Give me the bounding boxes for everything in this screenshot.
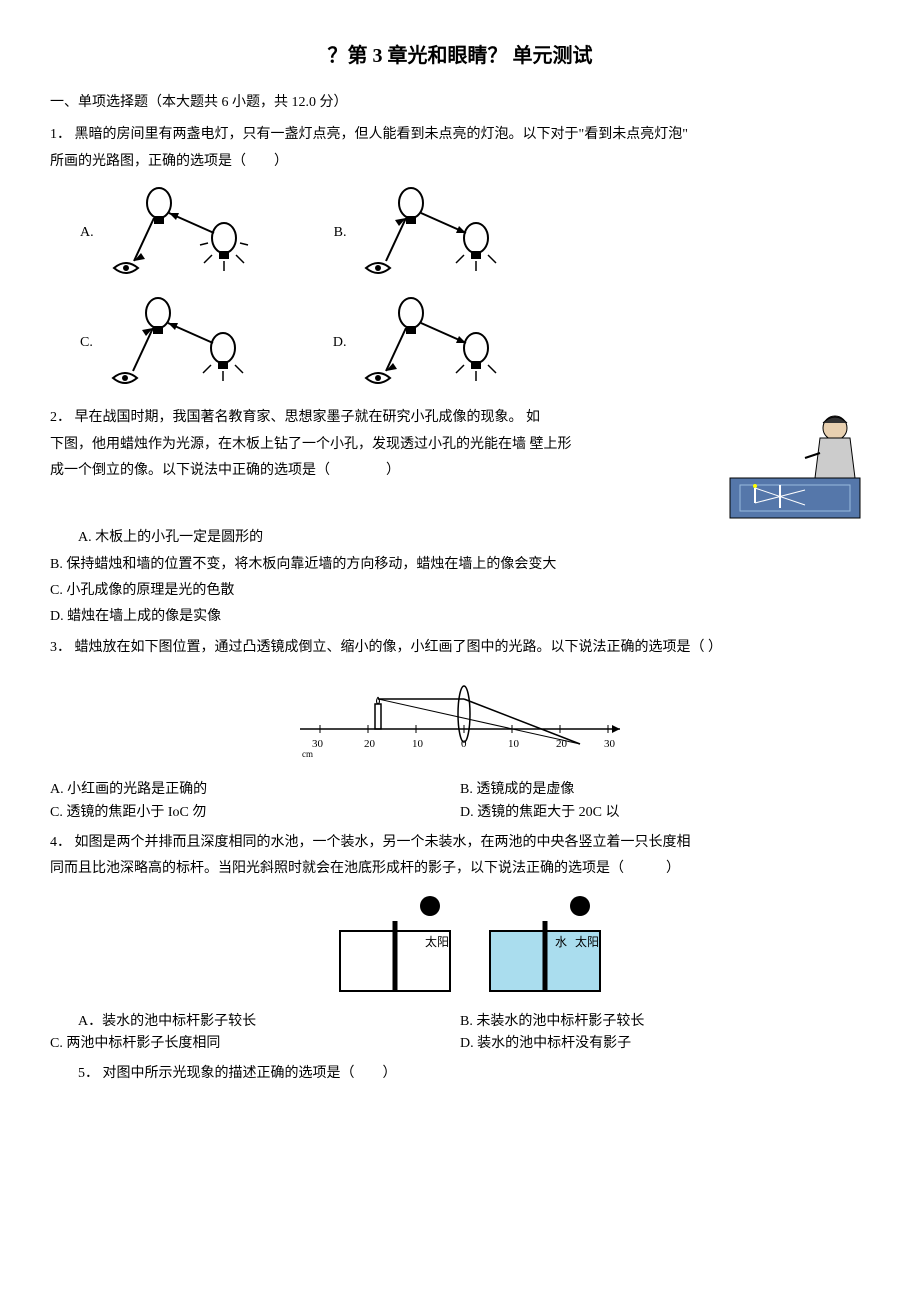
q4-optA: A．装水的池中标杆影子较长 (50, 1011, 460, 1033)
q5-body: 对图中所示光现象的描述正确的选项是（ ） (103, 1066, 397, 1081)
axis-30l: 30 (312, 738, 324, 750)
q3-optB: B. 透镜成的是虚像 (460, 779, 870, 801)
q2-line2: 下图，他用蜡烛作为光源，在木板上钻了一个小孔，发现透过小孔的光能在墙 壁上形 (50, 434, 700, 456)
q1-num: 1． (50, 127, 71, 142)
q1-text: 1． 黑暗的房间里有两盏电灯，只有一盏灯点亮，但人能看到未点亮的灯泡。以下对于"… (50, 124, 870, 146)
q1-optA: A. (50, 183, 264, 283)
q4-text1: 如图是两个并排而且深度相同的水池，一个装水，另一个未装水，在两池的中央各竖立着一… (75, 835, 691, 850)
q1-labelA: A. (80, 222, 94, 244)
q2-optA: A. 木板上的小孔一定是圆形的 (50, 527, 870, 549)
q4-line1: 4． 如图是两个并排而且深度相同的水池，一个装水，另一个未装水，在两池的中央各竖… (50, 832, 870, 854)
q1-labelC: C. (80, 332, 93, 354)
q1-labelB: B. (334, 222, 347, 244)
page-title: ？第 3 章光和眼睛？ 单元测试 (50, 40, 870, 72)
q3-num: 3． (50, 640, 71, 655)
q5-num: 5． (78, 1066, 99, 1081)
water-label: 水 (555, 935, 567, 949)
q3-optA: A. 小红画的光路是正确的 (50, 779, 460, 801)
bulb-diagram-a (104, 183, 264, 283)
q1-optD: D. (303, 293, 517, 393)
q4-optD: D. 装水的池中标杆没有影子 (460, 1033, 870, 1055)
q2-line3: 成一个倒立的像。以下说法中正确的选项是（ ） (50, 460, 700, 482)
question-4: 4． 如图是两个并排而且深度相同的水池，一个装水，另一个未装水，在两池的中央各竖… (50, 832, 870, 1056)
q4-optB: B. 未装水的池中标杆影子较长 (460, 1011, 870, 1033)
section-header: 一、单项选择题（本大题共 6 小题，共 12.0 分） (50, 92, 870, 114)
question-5: 5． 对图中所示光现象的描述正确的选项是（ ） (50, 1063, 870, 1085)
axis-30r: 30 (604, 738, 616, 750)
question-3: 3． 蜡烛放在如下图位置，通过凸透镜成倒立、缩小的像，小红画了图中的光路。以下说… (50, 637, 870, 824)
axis-20l: 20 (364, 738, 376, 750)
q1-line2: 所画的光路图，正确的选项是（ ） (50, 151, 870, 173)
q3-body: 蜡烛放在如下图位置，通过凸透镜成倒立、缩小的像，小红画了图中的光路。以下说法正确… (75, 640, 723, 655)
bulb-diagram-d (356, 293, 516, 393)
axis-10l: 10 (412, 738, 424, 750)
q4-optC: C. 两池中标杆影子长度相同 (50, 1033, 460, 1055)
q2-optC: C. 小孔成像的原理是光的色散 (50, 580, 870, 602)
q1-optC: C. (50, 293, 263, 393)
q3-optC: C. 透镜的焦距小于 IoC 勿 (50, 802, 460, 824)
q2-num: 2． (50, 410, 71, 425)
q4-line2: 同而且比池深略高的标杆。当阳光斜照时就会在池底形成杆的影子，以下说法正确的选项是… (50, 858, 870, 880)
q2-optB: B. 保持蜡烛和墙的位置不变，将木板向靠近墙的方向移动，蜡烛在墙上的像会变大 (50, 554, 870, 576)
lens-diagram: 30 cm 20 10 0 10 20 30 (50, 669, 870, 769)
q1-labelD: D. (333, 332, 347, 354)
q2-line1: 2． 早在战国时期，我国著名教育家、思想家墨子就在研究小孔成像的现象。 如 (50, 407, 700, 429)
pool-diagram: 太阳 水 太阳 (50, 891, 870, 1001)
q1-row2: C. D. (50, 293, 870, 393)
sun-label-1: 太阳 (425, 934, 449, 949)
q4-options: A．装水的池中标杆影子较长 B. 未装水的池中标杆影子较长 C. 两池中标杆影子… (50, 1011, 870, 1056)
q1-optB: B. (304, 183, 517, 283)
bulb-diagram-b (356, 183, 516, 283)
q2-text1: 早在战国时期，我国著名教育家、思想家墨子就在研究小孔成像的现象。 如 (75, 410, 541, 425)
axis-10r: 10 (508, 738, 520, 750)
axis-cm: cm (302, 749, 313, 759)
question-1: 1． 黑暗的房间里有两盏电灯，只有一盏灯点亮，但人能看到未点亮的灯泡。以下对于"… (50, 124, 870, 393)
q3-optD: D. 透镜的焦距大于 20C 以 (460, 802, 870, 824)
q2-optD: D. 蜡烛在墙上成的像是实像 (50, 606, 870, 628)
q3-options: A. 小红画的光路是正确的 B. 透镜成的是虚像 C. 透镜的焦距小于 IoC … (50, 779, 870, 824)
question-2: 2． 早在战国时期，我国著名教育家、思想家墨子就在研究小孔成像的现象。 如 下图… (50, 403, 870, 629)
q3-text: 3． 蜡烛放在如下图位置，通过凸透镜成倒立、缩小的像，小红画了图中的光路。以下说… (50, 637, 870, 659)
q1-line1: 黑暗的房间里有两盏电灯，只有一盏灯点亮，但人能看到未点亮的灯泡。以下对于"看到未… (75, 127, 688, 142)
mozi-image (720, 403, 870, 523)
sun-label-2: 太阳 (575, 934, 599, 949)
bulb-diagram-c (103, 293, 263, 393)
q5-text: 5． 对图中所示光现象的描述正确的选项是（ ） (50, 1063, 870, 1085)
q1-row1: A. B (50, 183, 870, 283)
q4-num: 4． (50, 835, 71, 850)
